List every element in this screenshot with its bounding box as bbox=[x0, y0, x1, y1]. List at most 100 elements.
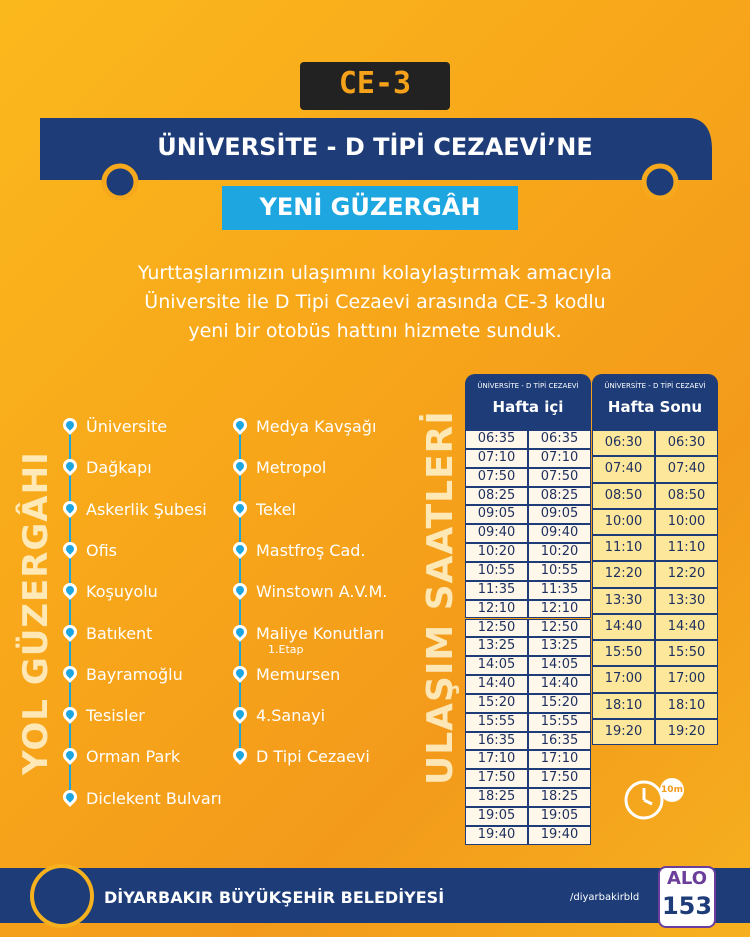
time-cell: 10:20 bbox=[528, 543, 591, 562]
time-cell: 17:10 bbox=[465, 750, 528, 770]
time-cell: 19:40 bbox=[465, 825, 528, 845]
logo bbox=[30, 864, 94, 928]
org-name: DİYARBAKIR BÜYÜKŞEHİR BELEDİYESİ bbox=[104, 888, 445, 907]
table-title: Hafta içi bbox=[492, 398, 564, 416]
stop: Ofis bbox=[86, 540, 118, 560]
time-cell: 10:00 bbox=[592, 508, 655, 535]
time-cell: 09:05 bbox=[528, 505, 591, 525]
pin bbox=[230, 538, 250, 559]
alo-badge bbox=[658, 866, 716, 928]
intro-line: yeni bir otobüs hattını hizmete sunduk. bbox=[188, 320, 562, 342]
intro-line: Yurttaşlarımızın ulaşımını kolaylaştırma… bbox=[137, 262, 613, 284]
pin bbox=[60, 662, 80, 683]
timer-icon bbox=[624, 778, 684, 820]
time-cell: 18:25 bbox=[465, 788, 528, 807]
table-line: ÜNİVERSİTE - D TİPİ CEZAEVİ bbox=[604, 382, 706, 390]
time-cell: 13:25 bbox=[528, 637, 591, 657]
table-head bbox=[592, 374, 718, 430]
alo: ALO bbox=[666, 868, 708, 889]
time-cell: 07:50 bbox=[465, 467, 528, 487]
table-line: ÜNİVERSİTE - D TİPİ CEZAEVİ bbox=[477, 382, 579, 390]
stop: Metropol bbox=[256, 458, 327, 478]
time-cell: 19:40 bbox=[528, 825, 591, 845]
alo-number: 153 bbox=[661, 892, 713, 920]
pin bbox=[60, 415, 80, 435]
time-cell: 13:25 bbox=[465, 637, 528, 657]
pin bbox=[230, 580, 250, 601]
time-cell: 15:55 bbox=[465, 712, 528, 732]
time-cell: 08:25 bbox=[465, 486, 528, 506]
time-cell: 10:55 bbox=[528, 561, 591, 581]
time-cell: 18:10 bbox=[655, 692, 718, 719]
schedule-label: ULAŞIM SAATLERİ bbox=[420, 410, 461, 785]
pin bbox=[60, 538, 80, 559]
time-cell: 11:10 bbox=[592, 535, 655, 562]
time-cell: 19:20 bbox=[655, 718, 718, 745]
time-cell: 18:25 bbox=[528, 788, 591, 807]
time-cell: 12:10 bbox=[528, 599, 591, 619]
time-cell: 08:50 bbox=[592, 482, 655, 509]
pin bbox=[230, 497, 250, 518]
pin bbox=[60, 745, 80, 766]
time-cell: 17:10 bbox=[528, 750, 591, 770]
time-cell: 09:40 bbox=[528, 524, 591, 544]
stop-note: 1.Etap bbox=[268, 642, 304, 656]
time-cell: 11:35 bbox=[528, 580, 591, 600]
pin bbox=[230, 456, 250, 477]
subtitle: YENİ GÜZERGÂH bbox=[259, 193, 481, 221]
time-cell: 10:55 bbox=[465, 561, 528, 581]
time-cell: 07:40 bbox=[592, 456, 655, 483]
time-cell: 12:50 bbox=[465, 618, 528, 638]
time-cell: 07:40 bbox=[655, 456, 718, 483]
time-cell: 17:00 bbox=[592, 666, 655, 693]
pin bbox=[230, 621, 250, 642]
time-cell: 14:40 bbox=[655, 613, 718, 640]
time-cell: 14:05 bbox=[528, 656, 591, 676]
time-cell: 06:35 bbox=[465, 430, 528, 449]
time-cell: 12:20 bbox=[655, 561, 718, 588]
time-cell: 06:30 bbox=[592, 430, 655, 457]
stop: Medya Kavşağı bbox=[256, 417, 377, 436]
time-cell: 15:50 bbox=[655, 640, 718, 667]
footer-bar bbox=[0, 868, 750, 923]
time-cell: 10:00 bbox=[655, 508, 718, 535]
stop: Maliye Konutları bbox=[256, 623, 385, 643]
time-cell: 15:55 bbox=[528, 712, 591, 732]
time-cell: 07:10 bbox=[465, 448, 528, 468]
stop: Mastfroş Cad. bbox=[256, 540, 366, 560]
stop: Memursen bbox=[256, 664, 341, 684]
time-cell: 15:50 bbox=[592, 640, 655, 667]
pin bbox=[60, 704, 80, 724]
time-cell: 09:05 bbox=[465, 505, 528, 525]
bus-graphic bbox=[40, 62, 712, 230]
stop: Dağkapı bbox=[86, 458, 152, 478]
time-cell: 10:20 bbox=[465, 543, 528, 562]
stop: D Tipi Cezaevi bbox=[256, 747, 370, 767]
time-cell: 17:50 bbox=[528, 769, 591, 789]
time-cell: 12:50 bbox=[528, 618, 591, 638]
stop: Bayramoğlu bbox=[86, 664, 183, 684]
table-title: Hafta Sonu bbox=[607, 398, 703, 416]
stop: Batıkent bbox=[86, 623, 153, 643]
time-cell: 14:40 bbox=[592, 613, 655, 640]
time-cell: 07:10 bbox=[528, 448, 591, 468]
time-cell: 16:35 bbox=[528, 731, 591, 751]
time-cell: 17:00 bbox=[655, 666, 718, 693]
time-cell: 08:25 bbox=[528, 486, 591, 506]
time-cell: 13:30 bbox=[592, 587, 655, 614]
time-cell: 14:40 bbox=[528, 675, 591, 694]
route-label: YOL GÜZERGÂHI bbox=[16, 451, 56, 775]
stop: Orman Park bbox=[86, 747, 181, 767]
time-cell: 12:20 bbox=[592, 561, 655, 588]
stop: Koşuyolu bbox=[86, 582, 158, 602]
table-head bbox=[465, 374, 591, 430]
pin bbox=[60, 786, 80, 807]
stop: Tesisler bbox=[86, 706, 145, 726]
time-cell: 14:05 bbox=[465, 656, 528, 676]
pin bbox=[60, 621, 80, 642]
time-cell: 09:40 bbox=[465, 524, 528, 544]
intro-line: Üniversite ile D Tipi Cezaevi arasında C… bbox=[144, 291, 606, 313]
stop: Tekel bbox=[256, 499, 296, 519]
pin bbox=[230, 704, 250, 724]
